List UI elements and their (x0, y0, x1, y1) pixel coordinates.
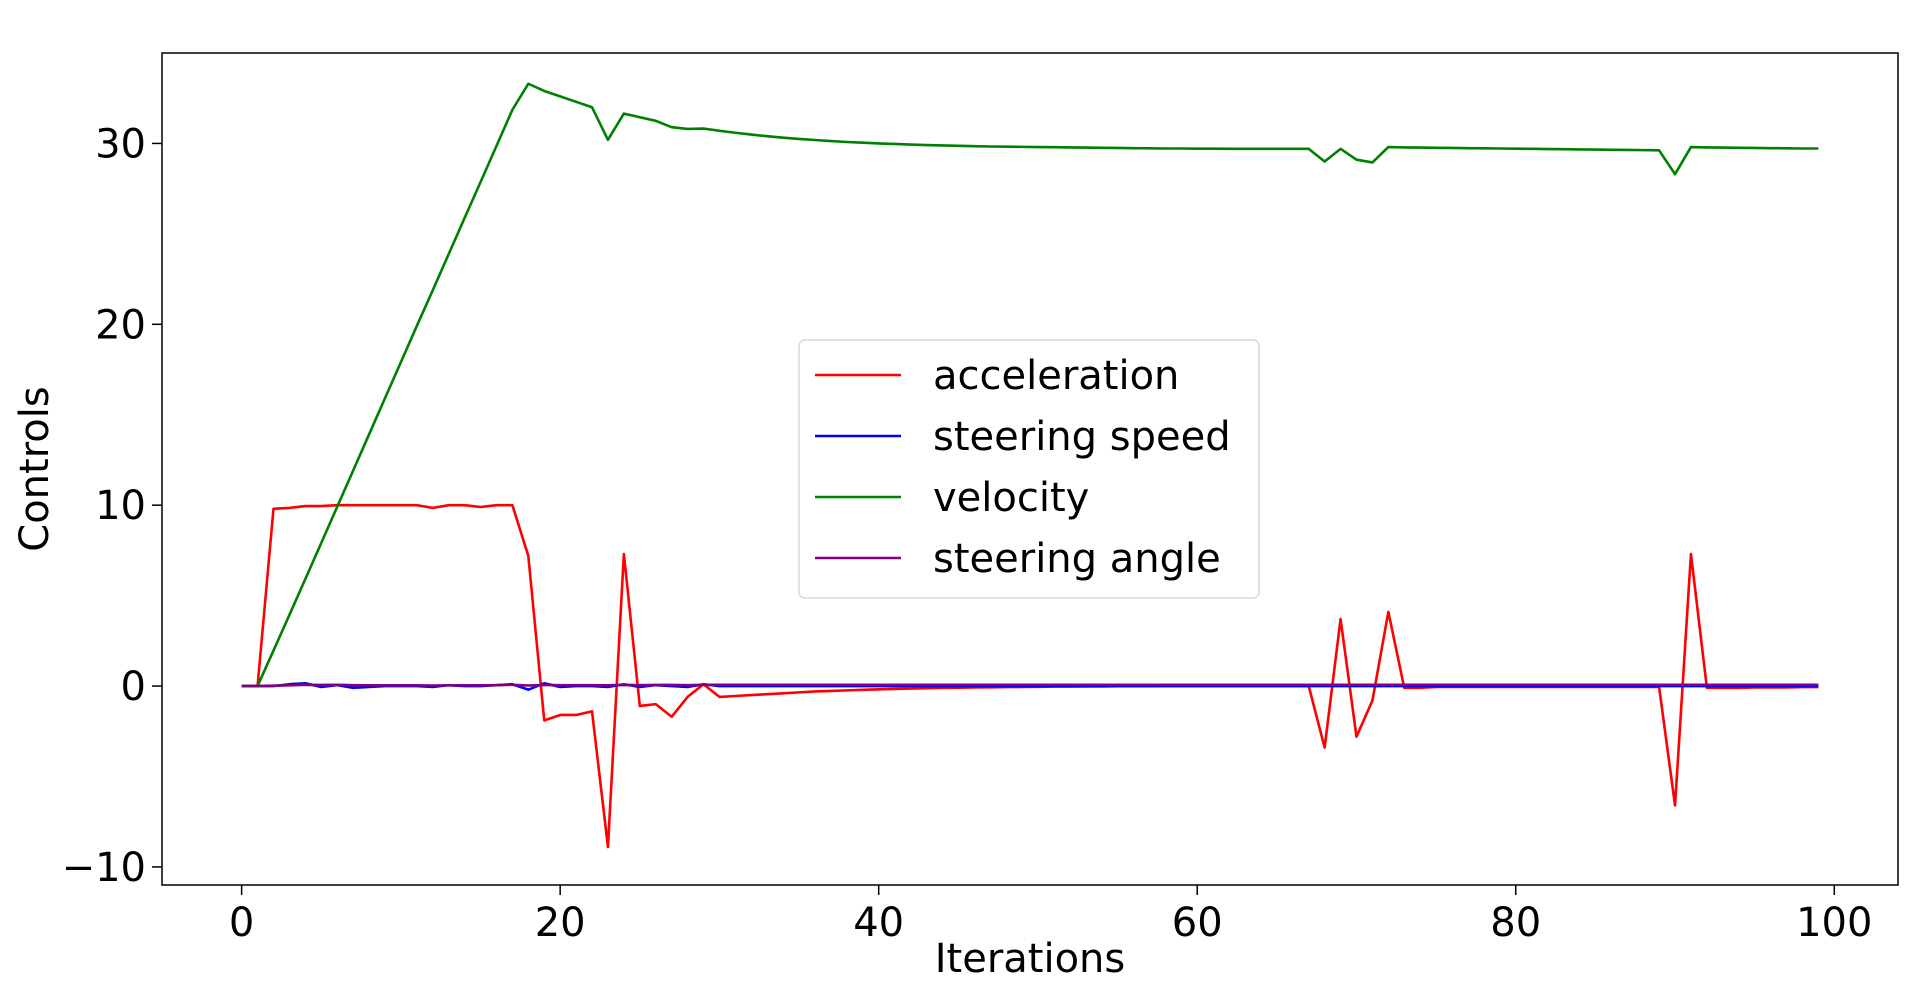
y-axis: −10 0 10 20 30 (62, 121, 162, 891)
legend: acceleration steering speed velocity steeri… (798, 339, 1260, 599)
legend-label: steering angle (933, 536, 1221, 582)
series-line-velocity (241, 82, 1819, 688)
legend-label: steering speed (933, 414, 1231, 460)
legend-box (798, 339, 1260, 599)
y-tick-label: 0 (121, 664, 146, 710)
y-tick-label: 20 (95, 302, 146, 348)
x-tick-label: 80 (1490, 900, 1541, 946)
y-tick-label: −10 (62, 845, 146, 891)
legend-label: velocity (933, 475, 1089, 521)
x-tick-label: 60 (1172, 900, 1223, 946)
series-line-steering-angle (241, 683, 1819, 688)
series-layer (241, 82, 1819, 849)
legend-label: acceleration (933, 353, 1179, 399)
x-tick-label: 0 (229, 900, 254, 946)
y-axis-title: Controls (12, 386, 58, 551)
y-tick-label: 10 (95, 483, 146, 529)
x-tick-label: 40 (853, 900, 904, 946)
plot-frame (161, 52, 1899, 886)
x-axis-title: Iterations (935, 936, 1126, 982)
x-tick-label: 20 (535, 900, 586, 946)
y-tick-label: 30 (95, 121, 146, 167)
x-axis: 0 20 40 60 80 100 (229, 885, 1872, 946)
x-tick-label: 100 (1796, 900, 1872, 946)
